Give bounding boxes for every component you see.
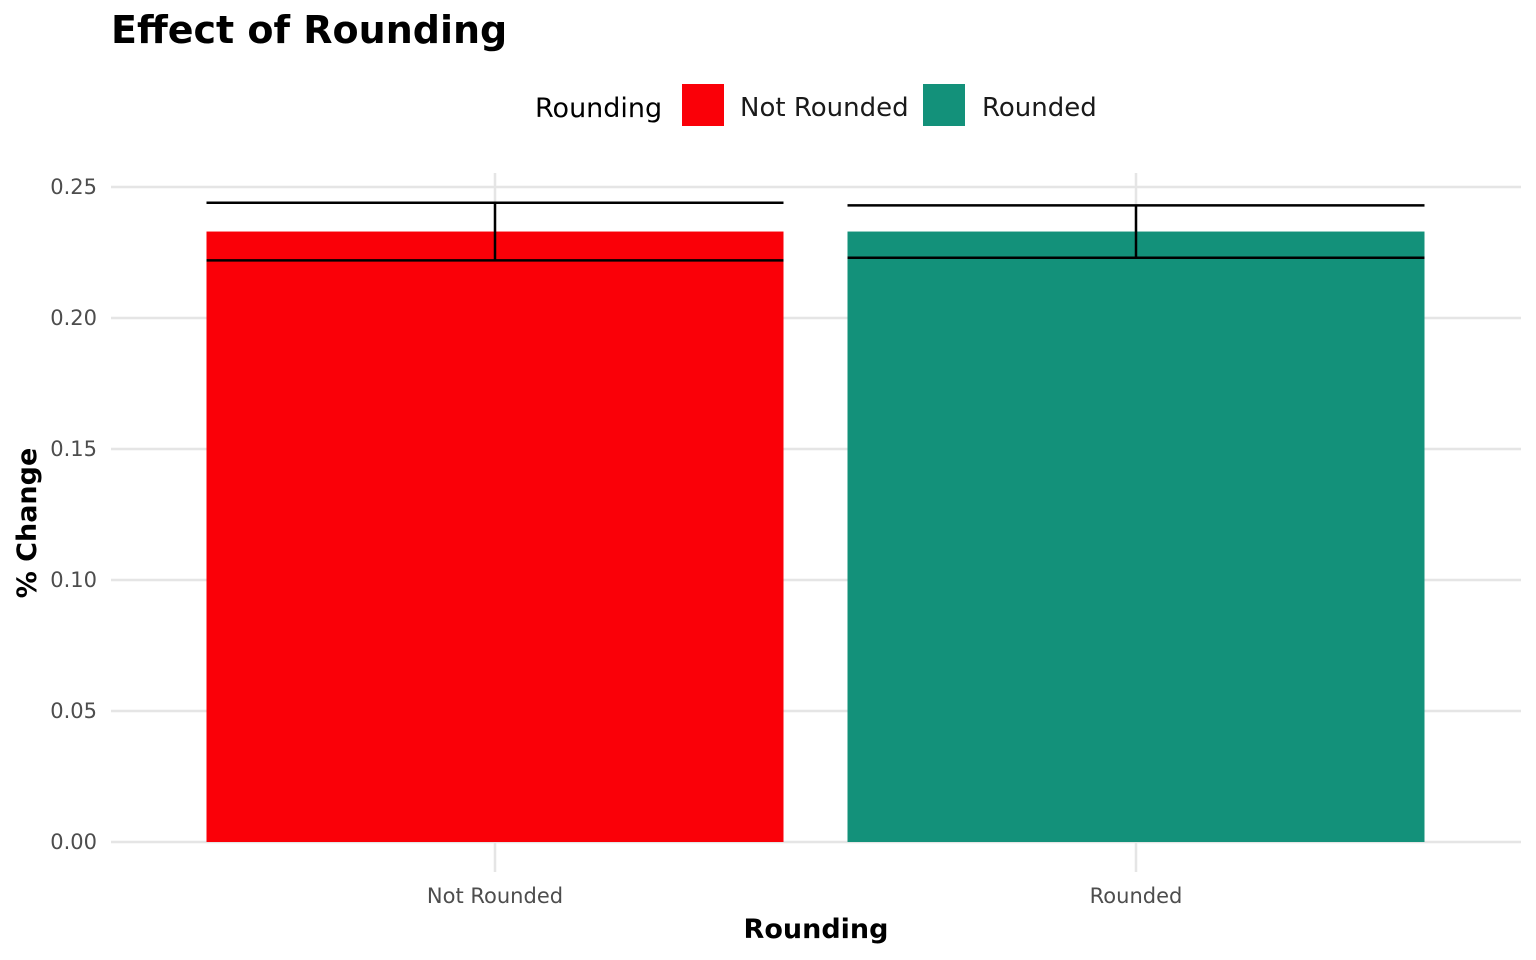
bar-not-rounded [206,231,784,843]
x-tick-label: Rounded [1090,884,1183,908]
y-tick-label: 0.10 [50,568,97,592]
legend: Rounding Not Rounded Rounded [535,84,1097,126]
y-tick-label: 0.25 [50,175,97,199]
legend-label-rounded: Rounded [982,93,1097,123]
y-tick-label: 0.05 [50,699,97,723]
chart-title: Effect of Rounding [111,8,507,52]
x-tick-label: Not Rounded [427,884,563,908]
error-bar [206,201,784,262]
y-axis-ticks: 0.00 0.05 0.10 0.15 0.20 0.25 [50,175,97,854]
error-bar [847,204,1425,259]
y-tick-label: 0.20 [50,306,97,330]
bars [206,231,1425,843]
error-bars [206,201,1425,262]
legend-swatch-rounded [923,84,965,126]
y-axis-title: % Change [12,448,43,599]
y-tick-label: 0.00 [50,830,97,854]
x-axis-title: Rounding [744,914,889,945]
legend-title: Rounding [535,93,662,124]
legend-label-not-rounded: Not Rounded [740,93,909,123]
bar-rounded [847,231,1425,843]
legend-swatch-not-rounded [682,84,724,126]
y-tick-label: 0.15 [50,437,97,461]
x-axis-ticks: Not Rounded Rounded [427,884,1182,908]
